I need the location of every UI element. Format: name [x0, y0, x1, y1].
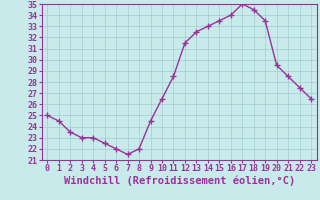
- X-axis label: Windchill (Refroidissement éolien,°C): Windchill (Refroidissement éolien,°C): [64, 176, 295, 186]
